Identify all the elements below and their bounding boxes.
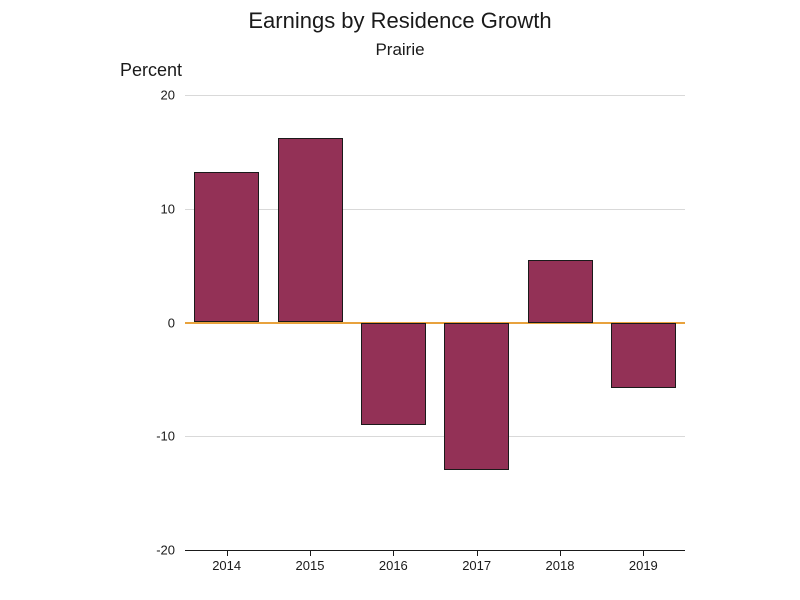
chart-title: Earnings by Residence Growth: [0, 8, 800, 34]
bar: [444, 323, 509, 471]
x-tick-label: 2017: [462, 558, 491, 573]
y-axis-title: Percent: [120, 60, 182, 81]
gridline: [185, 95, 685, 96]
gridline: [185, 209, 685, 210]
bar: [278, 138, 343, 322]
bar: [361, 323, 426, 425]
x-tick-label: 2016: [379, 558, 408, 573]
x-tick-label: 2015: [296, 558, 325, 573]
x-tick-label: 2018: [546, 558, 575, 573]
x-tick-label: 2019: [629, 558, 658, 573]
gridline: [185, 436, 685, 437]
y-tick-label: 0: [135, 315, 175, 330]
y-tick-label: -10: [135, 429, 175, 444]
y-tick-label: 20: [135, 88, 175, 103]
plot-area: [185, 95, 685, 550]
bar: [528, 260, 593, 323]
y-tick-label: 10: [135, 201, 175, 216]
chart-subtitle: Prairie: [0, 40, 800, 60]
x-tick-label: 2014: [212, 558, 241, 573]
bar: [611, 323, 676, 389]
chart-container: Earnings by Residence Growth Prairie Per…: [0, 0, 800, 600]
bar: [194, 172, 259, 322]
y-tick-label: -20: [135, 543, 175, 558]
x-axis-line: [185, 550, 685, 551]
